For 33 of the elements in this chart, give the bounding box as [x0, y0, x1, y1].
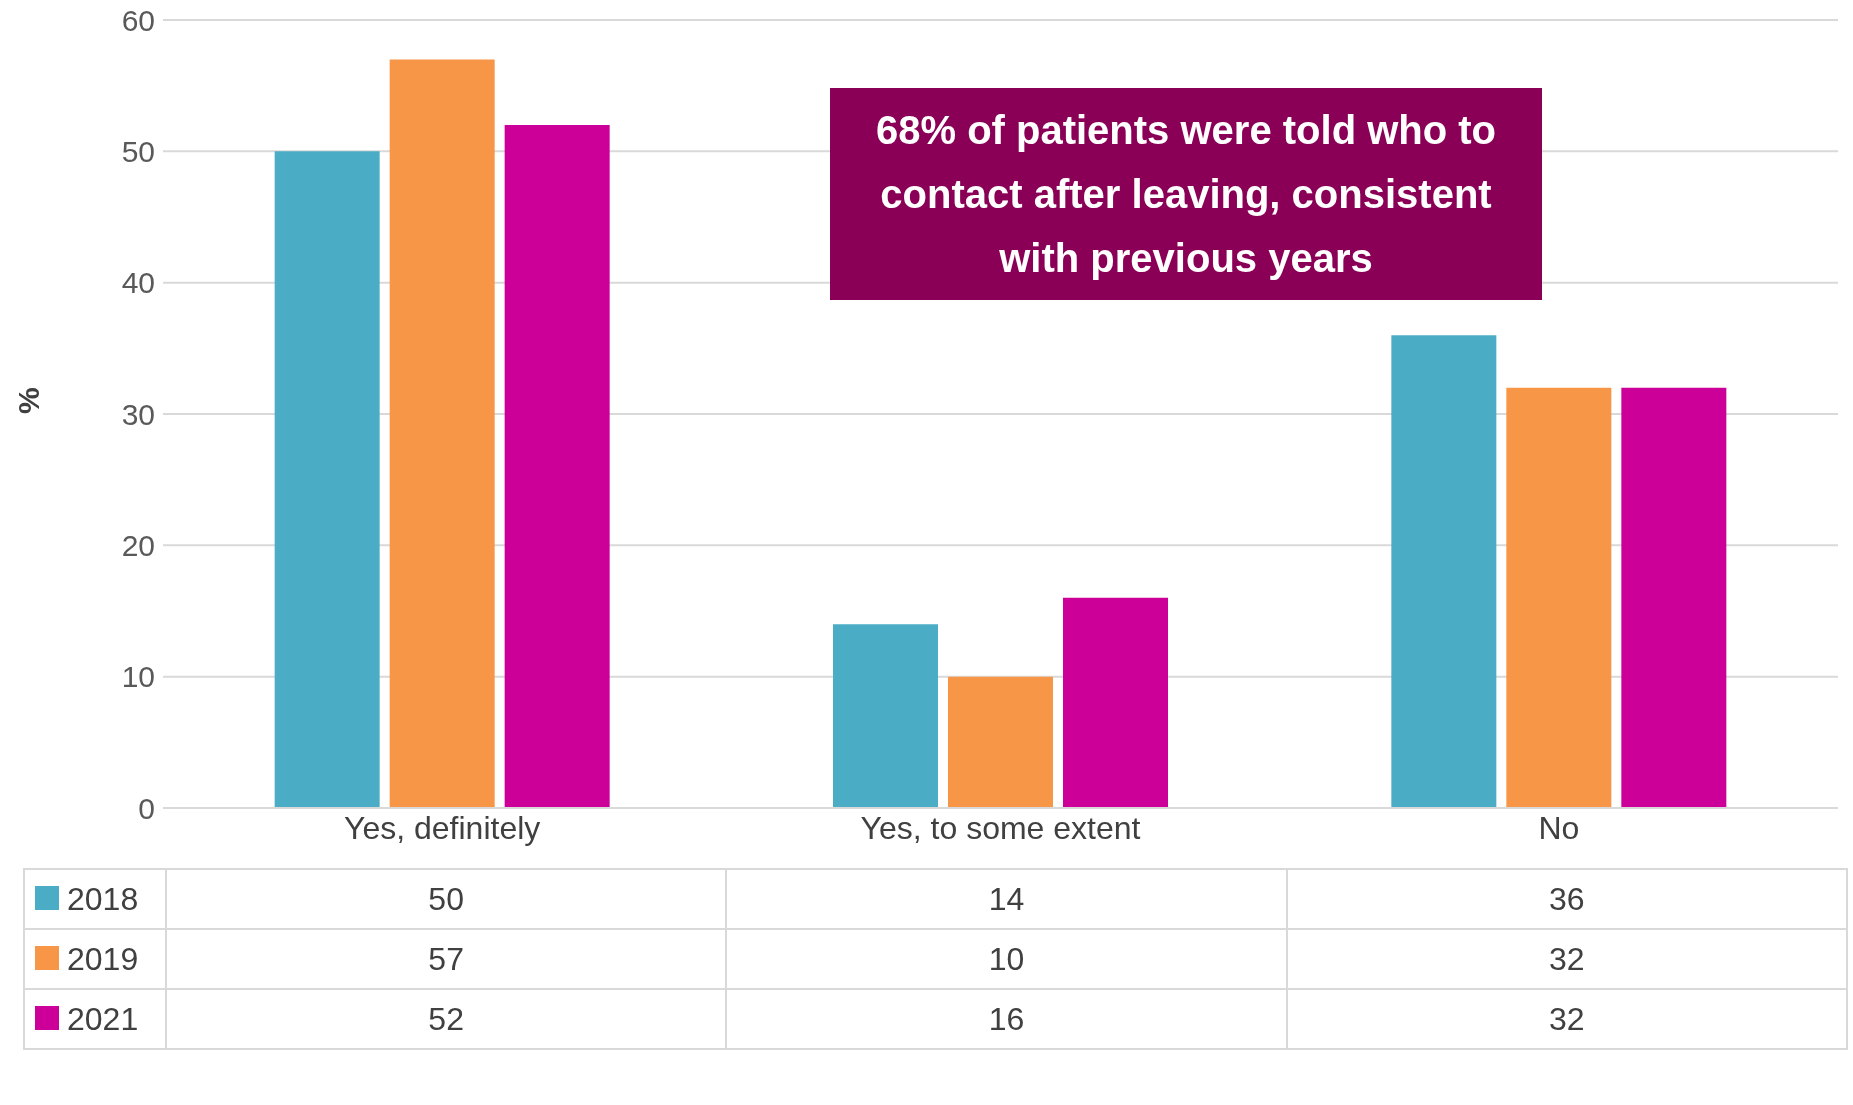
data-label: 32: [1286, 929, 1847, 989]
legend-label: 2019: [24, 929, 166, 989]
y-tick-label: 0: [138, 791, 155, 825]
data-label: 52: [166, 989, 727, 1049]
bar: [389, 59, 495, 808]
bar: [948, 676, 1053, 808]
bar: [1391, 335, 1497, 808]
data-label: 32: [1286, 989, 1847, 1049]
annotation: 68% of patients were told who to contact after leaving, consistent with previous years: [830, 88, 1542, 300]
y-tick-label: 10: [121, 660, 155, 694]
data-label: 36: [1286, 869, 1847, 929]
y-tick-label: 60: [121, 3, 155, 37]
x-tick-label: Yes, definitely: [344, 809, 541, 846]
x-tick-label: No: [1538, 809, 1580, 846]
x-tick-label: Yes, to some extent: [860, 809, 1141, 846]
bar: [1063, 597, 1168, 808]
y-tick-label: 20: [121, 528, 155, 562]
bar: [504, 125, 610, 808]
y-tick-label: 50: [121, 134, 155, 168]
data-label: 10: [726, 929, 1287, 989]
y-tick-label: 40: [121, 266, 155, 300]
bar: [833, 624, 938, 808]
legend-label: 2021: [24, 989, 166, 1049]
bar: [274, 151, 380, 808]
data-label: 16: [726, 989, 1287, 1049]
bar: [1506, 387, 1612, 808]
data-label: 57: [166, 929, 727, 989]
y-tick-label: 30: [121, 397, 155, 431]
data-label: 14: [726, 869, 1287, 929]
legend-label: 2018: [24, 869, 166, 929]
y-axis-title: %: [11, 387, 45, 414]
bar: [1621, 387, 1727, 808]
data-label: 50: [166, 869, 727, 929]
